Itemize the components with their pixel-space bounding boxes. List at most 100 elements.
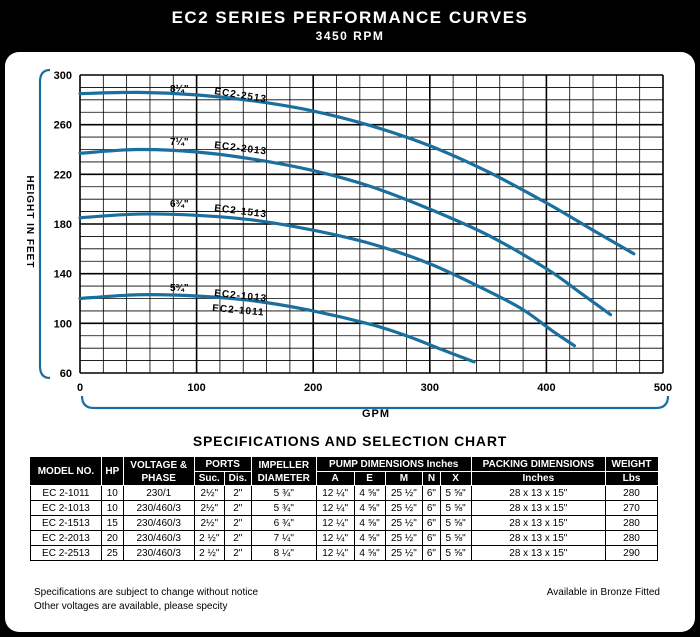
curve-ec2-1513 xyxy=(78,212,576,348)
cell-voltage: 230/460/3 xyxy=(122,500,195,516)
header-packing: PACKING DIMENSIONS xyxy=(470,457,607,472)
y-tick-label: 60 xyxy=(60,368,72,380)
cell-m: 25 ½" xyxy=(384,500,424,516)
cell-suc: 2½" xyxy=(193,500,225,516)
header-inches: Inches xyxy=(470,471,607,486)
y-axis-label: HEIGHT IN FEET xyxy=(24,176,35,269)
chart-subtitle: 3450 RPM xyxy=(315,29,385,43)
cell-dis: 2" xyxy=(223,515,252,531)
x-axis-bracket xyxy=(80,395,670,410)
cell-n: 6" xyxy=(422,500,441,516)
x-tick-label: 300 xyxy=(421,382,439,394)
cell-impeller: 7 ¼" xyxy=(250,530,317,546)
cell-model: EC 2-1011 xyxy=(30,485,102,501)
table-row: EC 2-1013 10 230/460/3 2½" 2" 5 ¾" 12 ¼" 4 ⅝" 25… xyxy=(30,500,658,516)
cell-weight: 280 xyxy=(605,515,658,531)
model-label: EC2-1011 xyxy=(212,303,265,319)
note-change-notice: Specifications are subject to change wit… xyxy=(34,587,259,598)
cell-packing: 28 x 13 x 15" xyxy=(470,500,607,516)
impeller-label: 5¾" xyxy=(170,283,189,294)
table-row: EC 2-1513 15 230/460/3 2½" 2" 6 ¾" 12 ¼" 4 ⅝" 25… xyxy=(30,515,658,531)
cell-a: 12 ¼" xyxy=(315,515,355,531)
cell-a: 12 ¼" xyxy=(315,545,355,561)
header-lbs: Lbs xyxy=(605,471,658,486)
cell-x: 5 ⅝" xyxy=(439,485,472,501)
cell-packing: 28 x 13 x 15" xyxy=(470,515,607,531)
y-tick-label: 300 xyxy=(54,70,72,82)
cell-impeller: 6 ¾" xyxy=(250,515,317,531)
cell-hp: 15 xyxy=(100,515,124,531)
table-row: EC 2-2013 20 230/460/3 2 ½" 2" 7 ¼" 12 ¼" 4 ⅝" 2… xyxy=(30,530,658,546)
cell-m: 25 ½" xyxy=(384,515,424,531)
cell-e: 4 ⅝" xyxy=(353,485,386,501)
table-row: EC 2-1011 10 230/1 2½" 2" 5 ¾" 12 ¼" 4 ⅝" 25 ½" 6… xyxy=(30,485,658,501)
cell-dis: 2" xyxy=(223,500,252,516)
y-tick-label: 180 xyxy=(54,219,72,231)
header-a: A xyxy=(315,471,355,486)
cell-packing: 28 x 13 x 15" xyxy=(470,530,607,546)
header-weight: WEIGHT xyxy=(605,457,658,472)
cell-weight: 290 xyxy=(605,545,658,561)
header: EC2 SERIES PERFORMANCE CURVES 3450 RPM xyxy=(0,0,700,52)
cell-impeller: 8 ¼" xyxy=(250,545,317,561)
x-tick-label: 200 xyxy=(304,382,322,394)
header-n: N xyxy=(422,471,441,486)
cell-n: 6" xyxy=(422,545,441,561)
x-tick-label: 100 xyxy=(187,382,205,394)
cell-suc: 2 ½" xyxy=(193,530,225,546)
cell-m: 25 ½" xyxy=(384,530,424,546)
cell-voltage: 230/460/3 xyxy=(122,530,195,546)
y-tick-label: 220 xyxy=(54,169,72,181)
cell-model: EC 2-2513 xyxy=(30,545,102,561)
y-axis-bracket xyxy=(38,68,51,380)
cell-model: EC 2-1013 xyxy=(30,500,102,516)
specs-title: SPECIFICATIONS AND SELECTION CHART xyxy=(192,433,508,449)
header-voltage: VOLTAGE & PHASE xyxy=(122,457,195,486)
cell-suc: 2 ½" xyxy=(193,545,225,561)
curve-ec2-2513 xyxy=(78,90,636,256)
cell-voltage: 230/460/3 xyxy=(122,515,195,531)
header-x: X xyxy=(439,471,472,486)
cell-n: 6" xyxy=(422,515,441,531)
cell-e: 4 ⅝" xyxy=(353,545,386,561)
cell-e: 4 ⅝" xyxy=(353,500,386,516)
cell-x: 5 ⅝" xyxy=(439,500,472,516)
cell-weight: 280 xyxy=(605,530,658,546)
cell-packing: 28 x 13 x 15" xyxy=(470,485,607,501)
cell-hp: 20 xyxy=(100,530,124,546)
y-tick-label: 100 xyxy=(54,318,72,330)
performance-chart: 300 260 220 180 140 100 60 0 100 200 300 400 500 8¼"… xyxy=(24,68,672,420)
cell-a: 12 ¼" xyxy=(315,485,355,501)
cell-model: EC 2-2013 xyxy=(30,530,102,546)
cell-impeller: 5 ¾" xyxy=(250,485,317,501)
cell-hp: 10 xyxy=(100,485,124,501)
note-other-voltages: Other voltages are available, please spe… xyxy=(34,601,228,612)
cell-model: EC 2-1513 xyxy=(30,515,102,531)
curve-ec2-1013 xyxy=(78,293,476,364)
x-axis-label: GPM xyxy=(362,408,390,420)
cell-weight: 270 xyxy=(605,500,658,516)
header-pump-dims: PUMP DIMENSIONS Inches xyxy=(315,457,472,472)
model-label: EC2-1013 xyxy=(214,288,268,304)
cell-n: 6" xyxy=(422,530,441,546)
cell-x: 5 ⅝" xyxy=(439,515,472,531)
header-dis: Dis. xyxy=(223,471,252,486)
cell-hp: 10 xyxy=(100,500,124,516)
y-tick-label: 260 xyxy=(54,120,72,132)
note-bronze-fitted: Available in Bronze Fitted xyxy=(546,587,660,598)
cell-dis: 2" xyxy=(223,530,252,546)
impeller-label: 8¼" xyxy=(170,84,189,95)
cell-impeller: 5 ¾" xyxy=(250,500,317,516)
cell-weight: 280 xyxy=(605,485,658,501)
cell-packing: 28 x 13 x 15" xyxy=(470,545,607,561)
cell-suc: 2½" xyxy=(193,485,225,501)
header-suc: Suc. xyxy=(193,471,225,486)
impeller-label: 6¾" xyxy=(170,199,189,210)
cell-n: 6" xyxy=(422,485,441,501)
table-row: EC 2-2513 25 230/460/3 2 ½" 2" 8 ¼" 12 ¼" 4 ⅝" 2… xyxy=(30,545,658,561)
header-model: MODEL NO. xyxy=(30,457,102,486)
x-tick-label: 400 xyxy=(537,382,555,394)
cell-m: 25 ½" xyxy=(384,545,424,561)
cell-voltage: 230/1 xyxy=(122,485,195,501)
